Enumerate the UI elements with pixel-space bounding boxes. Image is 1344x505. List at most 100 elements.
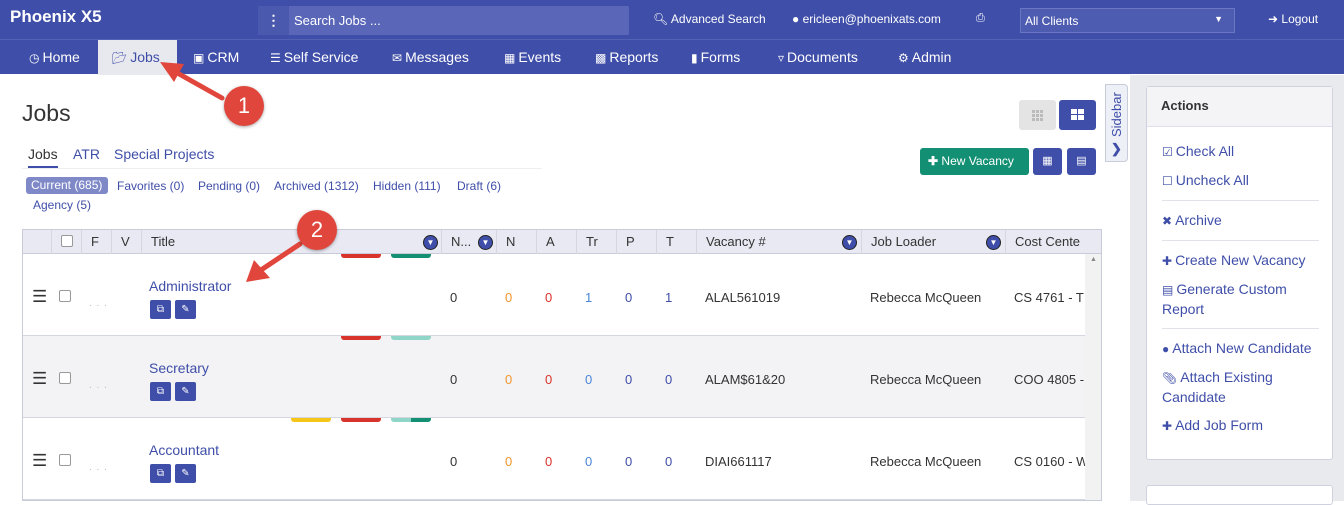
- filter-pending[interactable]: Pending (0): [198, 179, 261, 193]
- col-title[interactable]: Title: [151, 234, 176, 249]
- clients-select[interactable]: All Clients ▼: [1020, 8, 1235, 33]
- col-p[interactable]: P: [626, 234, 635, 249]
- advanced-search-link[interactable]: 🔍︎ Advanced Search: [653, 12, 766, 26]
- table-row[interactable]: ☰ . . . Administrator ⧉ ✎ 0 0 0 1 0 1 AL…: [23, 254, 1085, 336]
- cell-a[interactable]: 0: [545, 290, 553, 305]
- plus-icon: ✚: [1162, 419, 1173, 433]
- cell-a[interactable]: 0: [545, 454, 553, 469]
- nav-messages[interactable]: ✉ Messages: [388, 40, 473, 75]
- filter-draft[interactable]: Draft (6): [457, 179, 502, 193]
- scroll-up-icon[interactable]: ▲: [1090, 256, 1097, 263]
- plus-icon: ✚: [928, 154, 939, 168]
- brand-logo[interactable]: Phoenix X5: [10, 7, 102, 26]
- row-checkbox[interactable]: [59, 454, 71, 466]
- search-options-icon[interactable]: ⋮: [258, 6, 289, 35]
- table-scrollbar[interactable]: ▲: [1085, 254, 1101, 500]
- col-v[interactable]: V: [121, 234, 130, 249]
- logout-link[interactable]: ➜ Logout: [1268, 12, 1318, 26]
- subtab-special-projects[interactable]: Special Projects: [114, 146, 215, 162]
- cell-n[interactable]: 0: [505, 372, 513, 387]
- filter-agency[interactable]: Agency (5): [33, 198, 92, 212]
- sidebar-toggle[interactable]: Sidebar ❯: [1105, 84, 1128, 162]
- nav-self-service[interactable]: ☰ Self Service: [266, 40, 362, 75]
- subtab-atr[interactable]: ATR: [73, 146, 100, 162]
- nav-admin[interactable]: ⚙ Admin: [894, 40, 955, 75]
- job-title-link[interactable]: Secretary: [149, 360, 209, 376]
- edit-icon[interactable]: ✎: [175, 464, 196, 483]
- nav-documents[interactable]: ▿ Documents: [774, 40, 862, 75]
- row-menu-icon[interactable]: ☰: [32, 369, 48, 388]
- filter-icon[interactable]: ▼: [986, 235, 1001, 250]
- filter-hidden[interactable]: Hidden (111): [373, 179, 441, 193]
- filter-current[interactable]: Current (685): [26, 177, 108, 194]
- cell-job-loader: Rebecca McQueen: [870, 290, 982, 305]
- nav-reports[interactable]: ▩ Reports: [591, 40, 662, 75]
- search-input[interactable]: Search Jobs ...: [294, 13, 381, 28]
- cell-p[interactable]: 0: [625, 372, 633, 387]
- create-vacancy-action[interactable]: ✚ Create New Vacancy: [1162, 251, 1327, 271]
- nav-events[interactable]: ▦ Events: [500, 40, 565, 75]
- copy-icon[interactable]: ⧉: [150, 464, 171, 483]
- nav-crm[interactable]: ▣ CRM: [189, 40, 243, 75]
- col-tr[interactable]: Tr: [586, 234, 598, 249]
- search-box[interactable]: ⋮ Search Jobs ...: [258, 6, 629, 35]
- row-menu-icon[interactable]: ☰: [32, 287, 48, 306]
- grid-view-button[interactable]: [1019, 100, 1056, 130]
- col-n[interactable]: N: [506, 234, 516, 249]
- nav-jobs[interactable]: 📂︎ Jobs: [98, 40, 177, 75]
- table-row[interactable]: ☰ . . . Accountant ⧉ ✎ 0 0 0 0 0 0 DIAI6…: [23, 418, 1088, 500]
- job-title-link[interactable]: Administrator: [149, 278, 232, 294]
- cell-t[interactable]: 0: [665, 372, 673, 387]
- col-vacancy[interactable]: Vacancy #: [706, 234, 766, 249]
- col-job-loader[interactable]: Job Loader: [871, 234, 937, 249]
- col-f[interactable]: F: [91, 234, 99, 249]
- copy-icon[interactable]: ⧉: [150, 382, 171, 401]
- status-bar: [341, 254, 381, 258]
- cell-a[interactable]: 0: [545, 372, 553, 387]
- user-menu[interactable]: ● ericleen@phoenixats.com: [792, 12, 941, 26]
- col-a[interactable]: A: [546, 234, 555, 249]
- cell-t[interactable]: 1: [665, 290, 673, 305]
- export-pdf-button[interactable]: ▤: [1067, 148, 1096, 175]
- cell-p[interactable]: 0: [625, 290, 633, 305]
- attach-new-candidate-action[interactable]: ● Attach New Candidate: [1162, 339, 1327, 359]
- col-t[interactable]: T: [666, 234, 674, 249]
- row-checkbox[interactable]: [59, 290, 71, 302]
- cell-tr[interactable]: 0: [585, 372, 593, 387]
- edit-icon[interactable]: ✎: [175, 300, 196, 319]
- subtab-jobs[interactable]: Jobs: [28, 146, 58, 168]
- cell-tr[interactable]: 0: [585, 454, 593, 469]
- row-menu-icon[interactable]: ☰: [32, 451, 48, 470]
- cell-n[interactable]: 0: [505, 454, 513, 469]
- filter-icon[interactable]: ▼: [423, 235, 438, 250]
- add-job-form-action[interactable]: ✚ Add Job Form: [1162, 416, 1327, 436]
- edit-icon[interactable]: ✎: [175, 382, 196, 401]
- select-all-checkbox[interactable]: [61, 235, 73, 247]
- table-row[interactable]: ☰ . . . Secretary ⧉ ✎ 0 0 0 0 0 0 ALAM$6…: [23, 336, 1085, 418]
- col-cost-center[interactable]: Cost Cente: [1015, 234, 1081, 249]
- nav-forms[interactable]: ▮ Forms: [687, 40, 744, 75]
- nav-home[interactable]: ◷ Home: [25, 40, 84, 75]
- archive-action[interactable]: ✖ Archive: [1162, 211, 1327, 231]
- cell-t[interactable]: 0: [665, 454, 673, 469]
- col-new[interactable]: N...: [451, 234, 472, 249]
- cell-tr[interactable]: 1: [585, 290, 593, 305]
- new-vacancy-button[interactable]: ✚ New Vacancy: [920, 148, 1029, 175]
- filter-archived[interactable]: Archived (1312): [274, 179, 359, 193]
- generate-report-action[interactable]: ▤ Generate Custom Report: [1162, 280, 1327, 319]
- filter-icon[interactable]: ▼: [478, 235, 493, 250]
- tile-view-button[interactable]: [1059, 100, 1096, 130]
- attach-existing-candidate-action[interactable]: 📎︎ Attach Existing Candidate: [1162, 368, 1327, 407]
- cell-n[interactable]: 0: [505, 290, 513, 305]
- print-icon[interactable]: ⎙: [976, 12, 985, 24]
- job-title-link[interactable]: Accountant: [149, 442, 220, 458]
- cell-p[interactable]: 0: [625, 454, 633, 469]
- filter-favorites[interactable]: Favorites (0): [117, 179, 185, 193]
- export-excel-button[interactable]: ▦: [1033, 148, 1062, 175]
- row-checkbox[interactable]: [59, 372, 71, 384]
- check-all-action[interactable]: ☑ Check All: [1162, 142, 1327, 162]
- uncheck-all-action[interactable]: ☐ Uncheck All: [1162, 171, 1327, 191]
- copy-icon[interactable]: ⧉: [150, 300, 171, 319]
- calendar-icon: ▦: [504, 51, 516, 65]
- filter-icon[interactable]: ▼: [842, 235, 857, 250]
